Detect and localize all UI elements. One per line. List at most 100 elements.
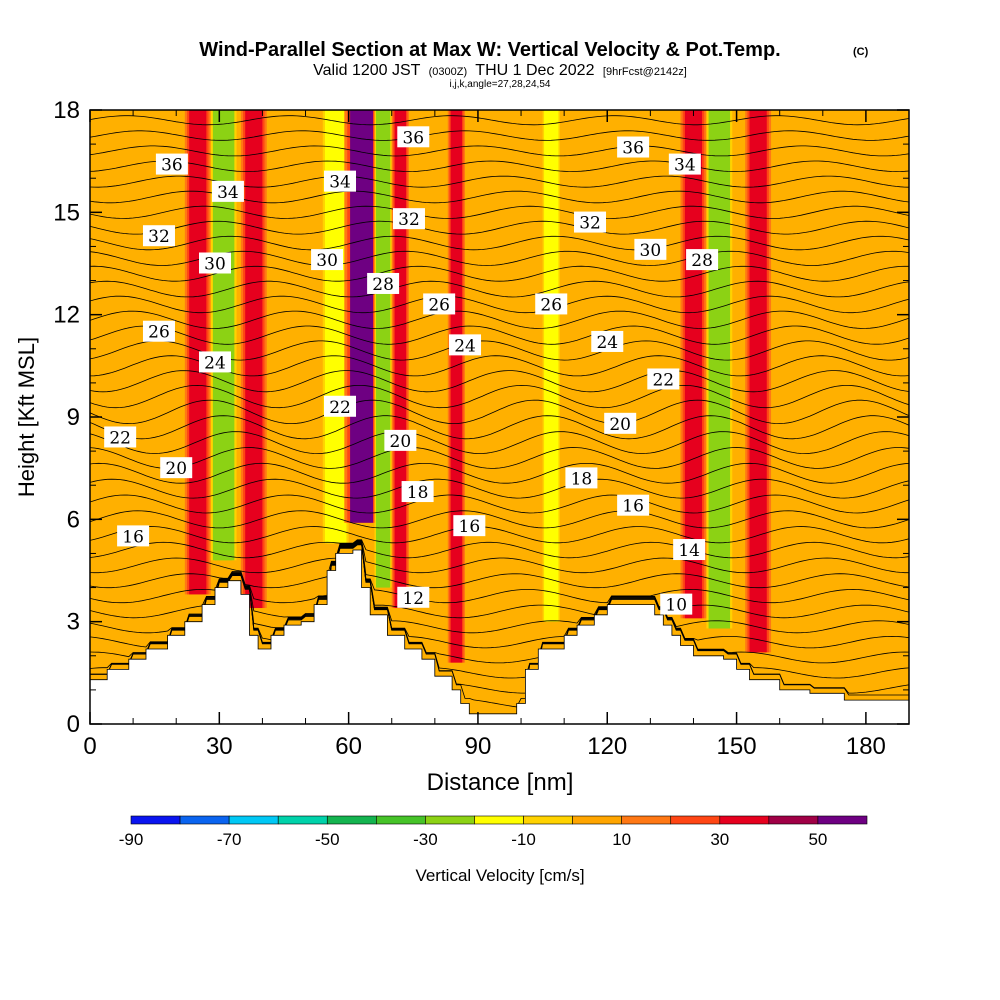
pot-temp-label: 26: [423, 293, 456, 315]
pot-temp-contour: [90, 542, 909, 634]
pot-temp-label: 36: [397, 126, 430, 148]
pot-temp-label: 22: [647, 368, 680, 390]
colorbar-swatch: [523, 815, 573, 825]
pot-temp-contour: [90, 543, 909, 664]
pot-temp-contour: [90, 526, 909, 544]
velocity-band: [215, 110, 233, 561]
x-tick-label: 30: [206, 733, 233, 760]
colorbar-swatch: [425, 815, 475, 825]
velocity-band: [394, 110, 407, 609]
chart-subtitle: Valid 1200 JST (0300Z) THU 1 Dec 2022 [9…: [313, 62, 687, 79]
velocity-band: [327, 110, 345, 544]
pot-temp-label: 24: [199, 351, 232, 373]
svg-text:20: 20: [609, 415, 631, 435]
svg-text:28: 28: [372, 275, 394, 295]
pot-temp-label: 36: [155, 153, 188, 176]
svg-text:24: 24: [454, 336, 476, 356]
x-tick-label: 60: [335, 733, 362, 760]
pot-temp-label: 34: [211, 180, 244, 203]
pot-temp-contour: [90, 220, 909, 235]
svg-text:34: 34: [674, 156, 696, 176]
pot-temp-label: 34: [668, 153, 701, 176]
colorbar-swatch: [376, 815, 426, 825]
pot-temp-label: 14: [673, 539, 706, 561]
svg-text:30: 30: [316, 251, 338, 271]
velocity-band: [710, 110, 728, 629]
pot-temp-contour: [90, 540, 909, 604]
y-tick-label: 3: [67, 609, 80, 636]
svg-text:32: 32: [579, 214, 601, 234]
pot-temp-contour: [90, 115, 909, 126]
y-tick-label: 18: [53, 97, 80, 124]
colorbar-tick-label: -90: [119, 830, 144, 849]
colorbar-swatch: [179, 815, 230, 825]
x-tick-label: 150: [717, 733, 757, 760]
pot-temp-label: 32: [392, 208, 425, 230]
colorbar-tick-label: -50: [315, 830, 340, 849]
colorbar-tick-label: 50: [808, 830, 827, 849]
pot-temp-label: 16: [617, 494, 650, 517]
velocity-band: [350, 110, 374, 523]
colorbar: -90 -70 -50 -30 -10 10 30 50: [119, 815, 868, 849]
svg-text:20: 20: [390, 432, 412, 452]
colorbar-swatch: [326, 815, 377, 825]
svg-text:30: 30: [640, 241, 662, 261]
colorbar-label: Vertical Velocity [cm/s]: [415, 866, 584, 885]
pot-temp-contour: [90, 145, 909, 157]
pot-temp-contour: [90, 478, 909, 499]
pot-temp-label: 34: [324, 170, 357, 193]
chart-title-mark: (C): [853, 46, 869, 58]
colorbar-tick-label: -70: [217, 830, 242, 849]
svg-text:26: 26: [540, 295, 562, 315]
x-tick-label: 90: [465, 733, 492, 760]
pot-temp-labels: 36 34 32 30 26 24 22 20 16 34 30 28 22 36 32 26 24 20 18 16…: [104, 126, 719, 616]
pot-temp-contour: [90, 447, 909, 469]
pot-temp-contour: [90, 539, 909, 559]
svg-text:28: 28: [691, 251, 713, 271]
pot-temp-contour: [90, 295, 909, 314]
pot-temp-label: 30: [199, 252, 232, 275]
pot-temp-label: 18: [565, 467, 598, 489]
pot-temp-contour: [90, 235, 909, 251]
pot-temp-contour: [90, 160, 909, 173]
pot-temp-label: 16: [453, 515, 486, 537]
pot-temp-contour: [90, 544, 909, 708]
colorbar-tick-label: -30: [413, 830, 438, 849]
pot-temp-contour: [90, 370, 909, 393]
velocity-band: [684, 110, 703, 619]
pot-temp-contour: [90, 415, 909, 440]
plot-area: 36 34 32 30 26 24 22 20 16 34 30 28 22 36 32 26 24 20 18 16…: [90, 101, 909, 724]
colorbar-swatch: [768, 815, 819, 825]
svg-text:16: 16: [622, 497, 644, 517]
svg-text:24: 24: [204, 353, 226, 373]
svg-text:18: 18: [571, 469, 593, 489]
svg-text:36: 36: [161, 156, 183, 176]
pot-temp-contour: [90, 462, 909, 484]
velocity-band: [545, 110, 557, 622]
pot-temp-label: 30: [634, 238, 667, 261]
svg-text:24: 24: [596, 333, 618, 353]
colorbar-swatch: [228, 815, 279, 825]
x-tick-label: 120: [587, 733, 627, 760]
pot-temp-label: 22: [324, 395, 357, 418]
x-axis-label: Distance [nm]: [427, 769, 574, 796]
pot-temp-contour: [90, 101, 909, 110]
pot-temp-contour: [90, 541, 909, 619]
pot-temp-label: 12: [397, 586, 430, 609]
svg-text:16: 16: [122, 527, 144, 547]
pot-temp-label: 10: [660, 593, 693, 616]
pot-temp-contour: [90, 494, 909, 514]
subtitle-utc: (0300Z): [429, 66, 468, 78]
pot-temp-label: 28: [686, 249, 719, 271]
svg-text:26: 26: [428, 295, 450, 315]
y-tick-label: 12: [53, 302, 80, 329]
colorbar-swatch: [719, 815, 770, 825]
pot-temp-label: 36: [617, 136, 650, 159]
colorbar-swatch: [130, 815, 181, 825]
svg-text:12: 12: [402, 589, 424, 609]
y-tick-label: 15: [53, 199, 80, 226]
velocity-band: [377, 110, 389, 588]
colorbar-swatch: [621, 815, 672, 825]
svg-text:18: 18: [407, 483, 429, 503]
